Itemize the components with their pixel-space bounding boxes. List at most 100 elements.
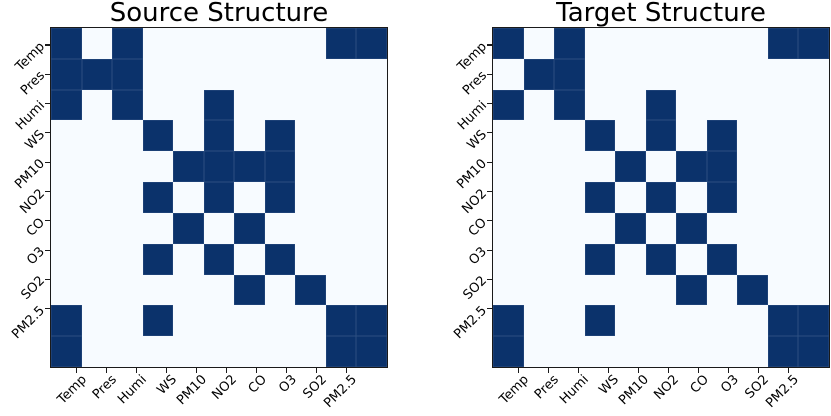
matrix-cell	[523, 58, 555, 90]
x-tick-mark	[728, 368, 730, 373]
y-tick-mark	[487, 161, 492, 163]
matrix-cell	[325, 274, 357, 306]
matrix-cell	[325, 336, 357, 367]
y-tick-mark	[487, 44, 492, 46]
matrix-cell	[112, 28, 143, 59]
x-tick-mark	[196, 368, 198, 373]
matrix-cell	[142, 243, 174, 275]
y-tick-mark	[45, 103, 50, 105]
x-tick-label: O3	[275, 372, 300, 396]
matrix-cell	[51, 336, 82, 367]
matrix-cell	[493, 212, 524, 244]
matrix-cell	[493, 182, 524, 213]
matrix-cell	[295, 274, 326, 306]
matrix-cell	[615, 89, 646, 121]
matrix-cell	[523, 120, 555, 152]
matrix-cell	[142, 28, 174, 59]
matrix-cell	[295, 336, 326, 367]
matrix-cell	[112, 151, 143, 183]
matrix-cell	[767, 274, 799, 306]
matrix-cell	[173, 212, 204, 244]
x-tick-label: PM2.5	[762, 372, 802, 411]
matrix-cell	[798, 274, 829, 306]
matrix-cell	[798, 243, 829, 275]
matrix-cell	[234, 151, 265, 183]
matrix-cell	[112, 274, 143, 306]
matrix-cell	[295, 89, 326, 121]
matrix-cell	[325, 89, 357, 121]
matrix-cell	[645, 28, 677, 59]
matrix-cell	[264, 182, 296, 213]
matrix-cell	[767, 151, 799, 183]
matrix-cell	[142, 182, 174, 213]
x-tick-label: NO2	[651, 372, 682, 403]
matrix-cell	[264, 243, 296, 275]
matrix-cell	[51, 58, 82, 90]
matrix-cell	[51, 89, 82, 121]
matrix-cell	[173, 89, 204, 121]
matrix-cell	[112, 89, 143, 121]
matrix-cell	[142, 120, 174, 152]
matrix-cell	[203, 28, 235, 59]
y-tick-mark	[45, 249, 50, 251]
matrix-cell	[51, 151, 82, 183]
matrix-cell	[325, 182, 357, 213]
matrix-cell	[523, 182, 555, 213]
matrix-cell	[356, 89, 387, 121]
matrix-cell	[81, 182, 113, 213]
matrix-cell	[81, 89, 113, 121]
matrix-cell	[51, 274, 82, 306]
matrix-cell	[615, 151, 646, 183]
matrix-cell	[203, 182, 235, 213]
matrix-cell	[51, 28, 82, 59]
matrix-cell	[554, 120, 585, 152]
matrix-cell	[112, 58, 143, 90]
y-tick-mark	[45, 44, 50, 46]
matrix-cell	[493, 274, 524, 306]
x-tick-mark	[76, 368, 78, 373]
matrix-cell	[203, 120, 235, 152]
matrix-cell	[295, 28, 326, 59]
matrix-cell	[142, 89, 174, 121]
x-tick-label: CO	[687, 372, 712, 397]
y-tick-label: Temp	[12, 39, 48, 75]
matrix-cell	[356, 28, 387, 59]
matrix-cell	[737, 89, 768, 121]
y-tick-label: PM2.5	[451, 303, 490, 342]
matrix-cell	[737, 212, 768, 244]
matrix-cell	[706, 58, 738, 90]
matrix-cell	[112, 305, 143, 337]
matrix-cell	[584, 336, 616, 367]
matrix-cell	[798, 120, 829, 152]
matrix-cell	[676, 274, 707, 306]
matrix-cell	[234, 58, 265, 90]
y-tick-mark	[487, 73, 492, 75]
x-tick-label: PM10	[615, 372, 652, 409]
y-tick-label: PM10	[454, 156, 490, 193]
matrix-cell	[706, 336, 738, 367]
y-tick-label: PM2.5	[9, 303, 48, 342]
x-tick-label: O3	[717, 372, 742, 396]
matrix-cell	[264, 336, 296, 367]
matrix-cell	[112, 120, 143, 152]
x-tick-mark	[668, 368, 670, 373]
matrix-cell	[615, 182, 646, 213]
matrix-cell	[523, 89, 555, 121]
matrix-cell	[767, 120, 799, 152]
matrix-cell	[706, 243, 738, 275]
matrix-cell	[767, 243, 799, 275]
matrix-cell	[264, 28, 296, 59]
matrix-cell	[142, 305, 174, 337]
x-tick-label: PM10	[173, 372, 210, 409]
matrix-cell	[295, 58, 326, 90]
y-tick-mark	[487, 190, 492, 193]
matrix-cell	[234, 212, 265, 244]
x-tick-label: NO2	[209, 372, 240, 403]
matrix-cell	[493, 305, 524, 337]
matrix-cell	[234, 120, 265, 152]
matrix-cell	[584, 212, 616, 244]
matrix-cell	[51, 212, 82, 244]
x-tick-label: PM2.5	[320, 372, 360, 411]
matrix-cell	[493, 151, 524, 183]
